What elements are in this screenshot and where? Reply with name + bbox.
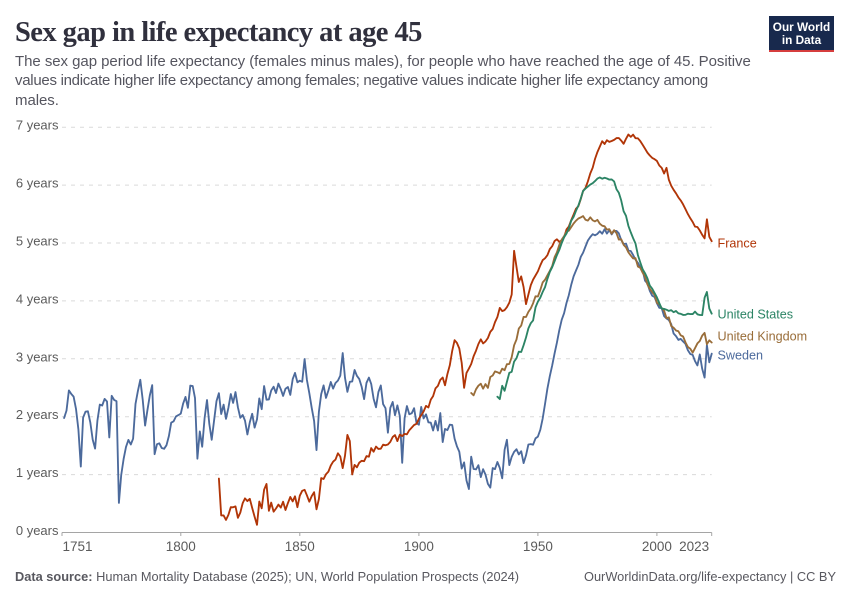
svg-text:5 years: 5 years (16, 234, 59, 249)
svg-text:Sweden: Sweden (718, 349, 764, 363)
svg-text:2000: 2000 (642, 539, 672, 554)
svg-text:2 years: 2 years (16, 407, 59, 422)
svg-text:6 years: 6 years (16, 176, 59, 191)
svg-text:1800: 1800 (166, 539, 196, 554)
svg-text:1950: 1950 (523, 539, 553, 554)
svg-text:3 years: 3 years (16, 349, 59, 364)
svg-text:France: France (718, 237, 757, 251)
svg-text:1 years: 1 years (16, 465, 59, 480)
svg-text:4 years: 4 years (16, 291, 59, 306)
svg-text:0 years: 0 years (16, 523, 59, 538)
svg-text:1751: 1751 (63, 539, 93, 554)
svg-text:United States: United States (718, 308, 794, 322)
svg-text:7 years: 7 years (16, 118, 59, 133)
svg-text:1850: 1850 (285, 539, 315, 554)
svg-text:1900: 1900 (404, 539, 434, 554)
svg-text:United Kingdom: United Kingdom (718, 330, 808, 344)
svg-text:2023: 2023 (679, 539, 709, 554)
